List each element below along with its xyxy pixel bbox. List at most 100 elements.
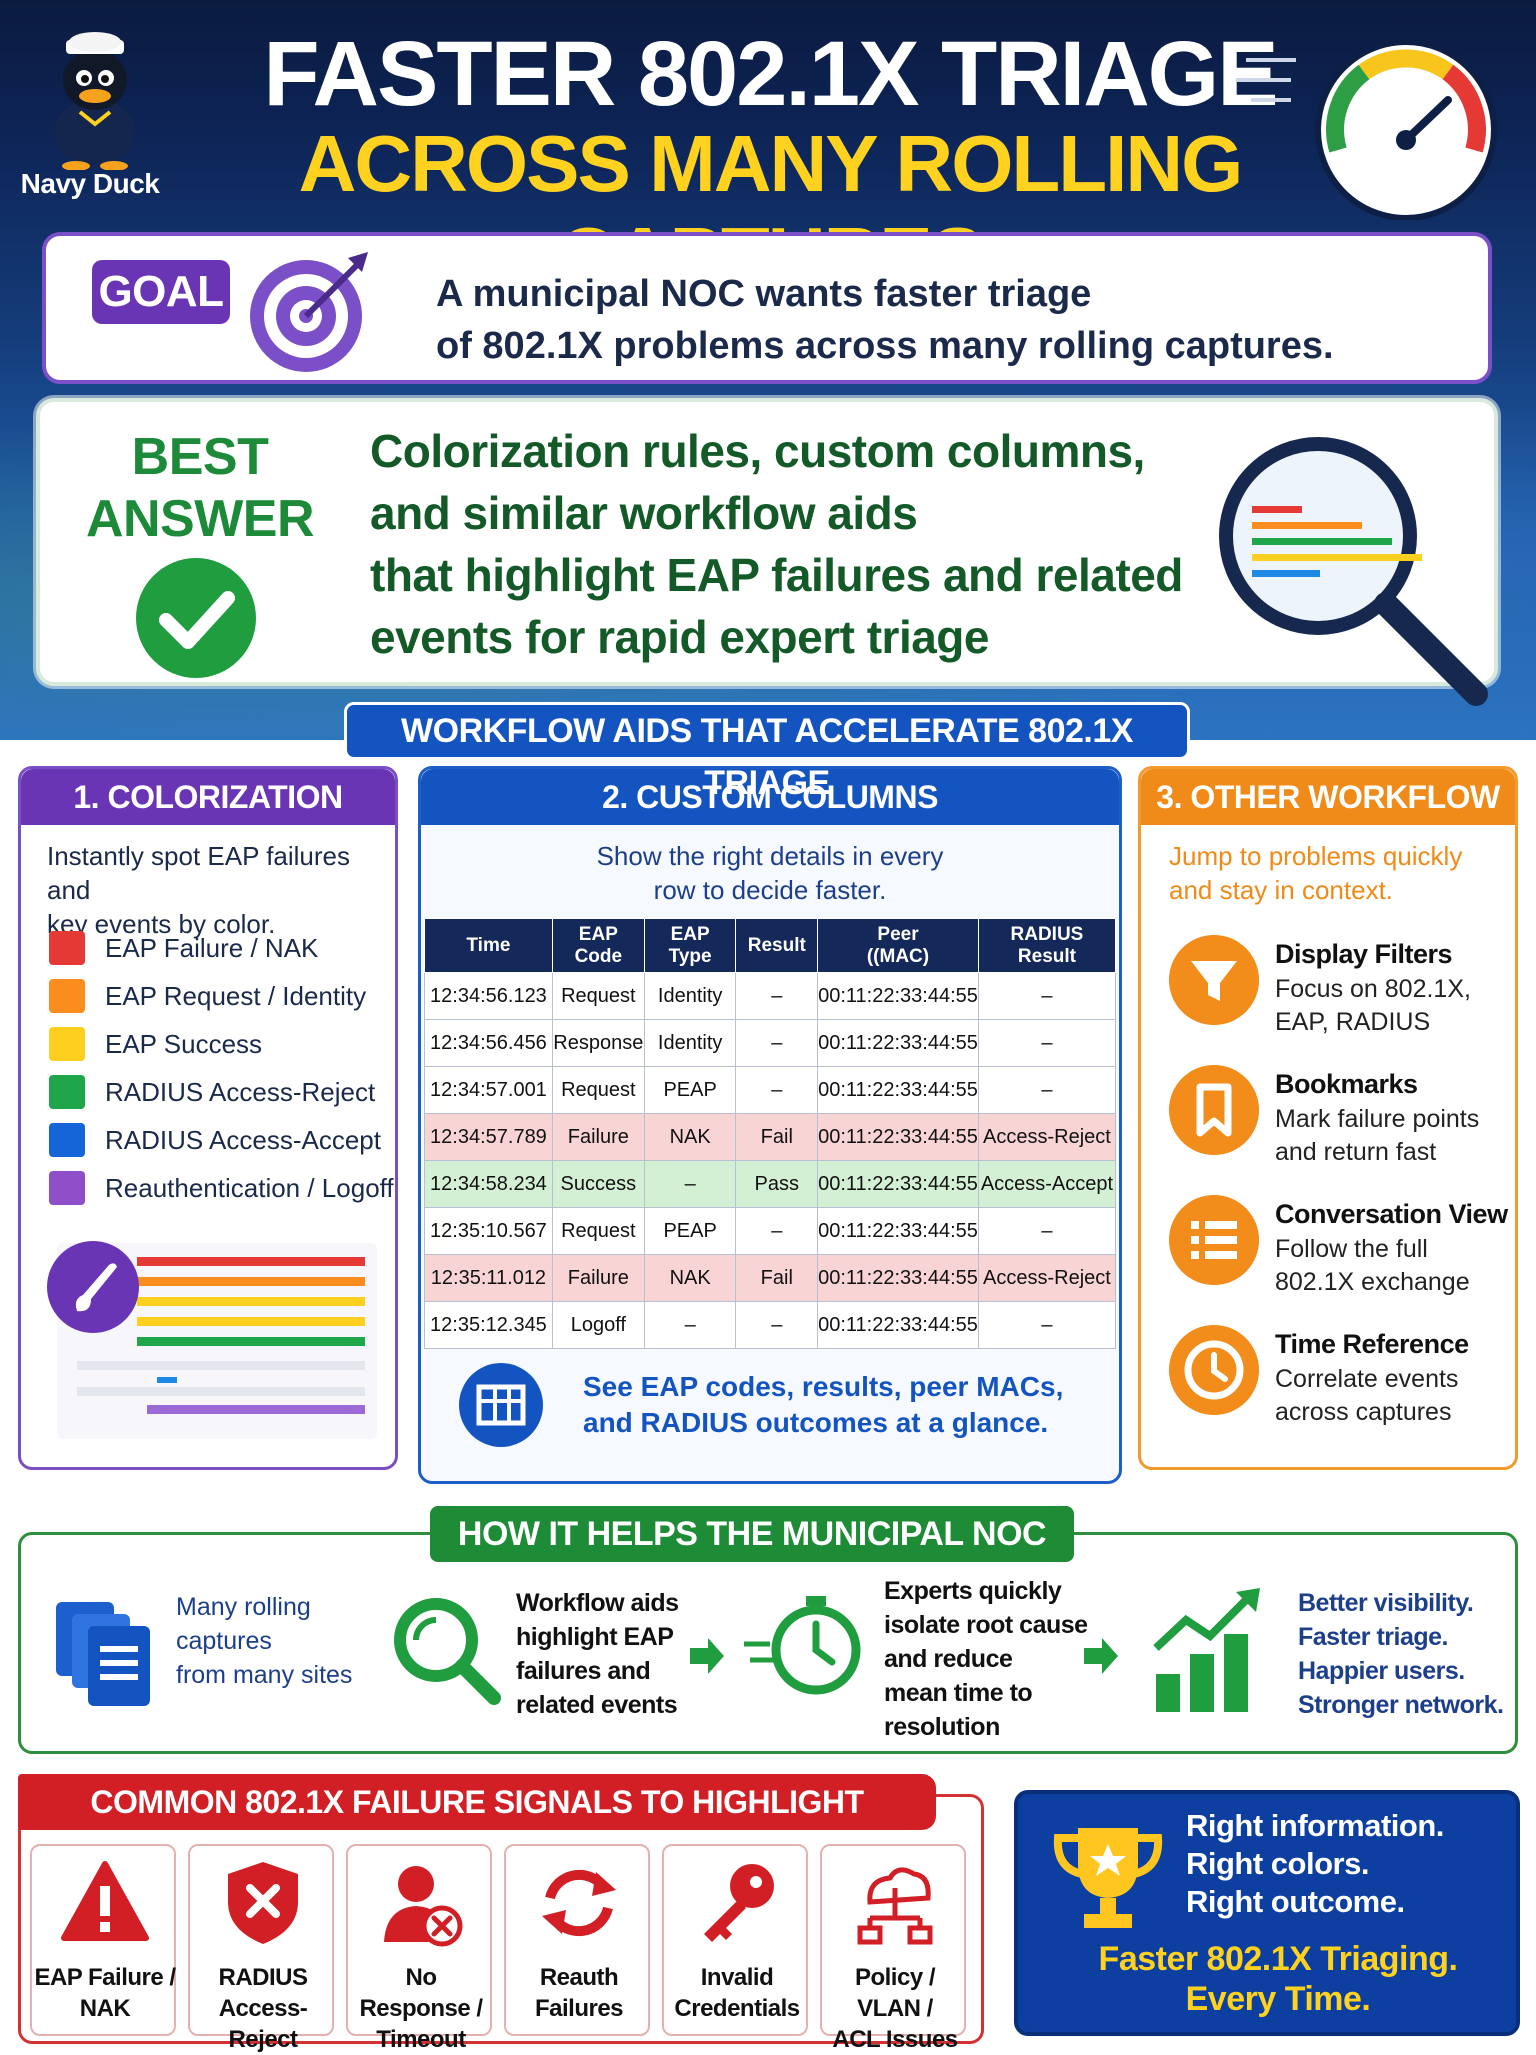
- custom-columns-table: Time EAP Code EAP Type Result Peer ((MAC…: [424, 918, 1117, 1349]
- best-answer-label-line: BEST: [131, 428, 269, 486]
- aid-title: Conversation View: [1275, 1199, 1508, 1229]
- table-row[interactable]: 12:34:56.456 Response Identity –00:11:22:33…: [424, 1019, 1117, 1067]
- failure-card-line: Reauth: [539, 1964, 619, 1991]
- table-cell: 12:35:11.012: [424, 1254, 553, 1302]
- helps-step-line: Many rolling: [176, 1593, 311, 1621]
- table-cell: –: [735, 1301, 819, 1349]
- failure-card-line: Access-Reject: [218, 1995, 308, 2053]
- column-header[interactable]: Time: [424, 918, 553, 973]
- table-row[interactable]: 12:35:10.567 Request PEAP –00:11:22:33:44:5…: [424, 1207, 1117, 1255]
- table-cell: 00:11:22:33:44:55: [817, 1254, 979, 1302]
- table-cell: Access-Accept: [977, 1160, 1117, 1208]
- table-cell: Success: [551, 1160, 645, 1208]
- aid-title: Time Reference: [1275, 1329, 1469, 1359]
- goal-panel: GOAL A municipal NOC wants faster triage…: [42, 232, 1492, 384]
- failure-card-credentials[interactable]: Invalid Credentials: [662, 1844, 808, 2036]
- helps-step-workflow: Workflow aids highlight EAP failures and re…: [516, 1586, 679, 1722]
- stopwatch-icon: [744, 1596, 861, 1695]
- helps-step-line: failures and: [516, 1657, 651, 1685]
- aid-title: Bookmarks: [1275, 1069, 1418, 1099]
- table-row[interactable]: 12:34:57.001 Request PEAP –00:11:22:33:44:5…: [424, 1066, 1117, 1114]
- color-swatch: [49, 979, 85, 1013]
- filter-icon: [1169, 935, 1259, 1025]
- column-header[interactable]: Peer ((MAC): [817, 918, 979, 973]
- table-cell: Fail: [735, 1113, 819, 1161]
- legend-label: Reauthentication / Logoff: [105, 1173, 394, 1203]
- network-icon: [857, 1867, 933, 1945]
- aid-description: Follow the full 802.1X exchange: [1275, 1233, 1515, 1299]
- helps-step-experts: Experts quickly isolate root cause and red…: [884, 1574, 1088, 1744]
- table-cell: –: [735, 1019, 819, 1067]
- table-cell: Access-Reject: [977, 1254, 1117, 1302]
- table-cell: –: [735, 1066, 819, 1114]
- helps-step-line: captures: [176, 1627, 272, 1655]
- helps-step-line: Workflow aids: [516, 1589, 679, 1617]
- aid-description-line: Mark failure points: [1275, 1105, 1480, 1133]
- table-cell: Fail: [735, 1254, 819, 1302]
- failure-card-reauth[interactable]: Reauth Failures: [504, 1844, 650, 2036]
- column-header[interactable]: EAP Code: [551, 918, 645, 973]
- aid-title: Display Filters: [1275, 939, 1453, 969]
- best-answer-panel: BEST ANSWER Colorization rules, custom c…: [36, 398, 1498, 706]
- other-aids-heading: 3. OTHER WORKFLOW AIDS: [1141, 769, 1515, 871]
- goal-text-line: of 802.1X problems across many rolling c…: [436, 325, 1334, 367]
- table-cell: 12:34:58.234: [424, 1160, 553, 1208]
- helps-step-line: Experts quickly: [884, 1577, 1062, 1605]
- custom-columns-footer-line: and RADIUS outcomes at a glance.: [583, 1407, 1049, 1438]
- table-cell: NAK: [643, 1254, 737, 1302]
- helps-step-line: resolution: [884, 1713, 1000, 1741]
- color-swatch: [49, 1027, 85, 1061]
- failure-card-line: NAK: [79, 1995, 131, 2022]
- failure-card-label: Policy / VLAN / ACL Issues: [822, 1962, 968, 2055]
- best-answer-line: and similar workflow aids: [370, 487, 918, 539]
- other-aids-intro-line: and stay in context.: [1169, 875, 1394, 905]
- table-cell: 00:11:22:33:44:55: [817, 1113, 979, 1161]
- table-cell: 00:11:22:33:44:55: [817, 972, 979, 1020]
- failure-card-policy[interactable]: Policy / VLAN / ACL Issues: [820, 1844, 966, 2053]
- helps-step-line: and reduce: [884, 1645, 1013, 1673]
- speedometer-icon: [1236, 39, 1497, 220]
- table-cell: –: [977, 1207, 1117, 1255]
- failure-card-radius[interactable]: RADIUS Access-Reject: [188, 1844, 334, 2053]
- arrow-right-icon: [690, 1638, 724, 1674]
- search-icon: [394, 1598, 501, 1705]
- helps-step-line: from many sites: [176, 1661, 353, 1689]
- colorization-rules-panel: 1. COLORIZATION RULES Instantly spot EAP…: [18, 766, 398, 1470]
- table-cell: Identity: [643, 1019, 737, 1067]
- table-cell: 00:11:22:33:44:55: [817, 1207, 979, 1255]
- table-cell: –: [643, 1301, 737, 1349]
- goal-text-line: A municipal NOC wants faster triage: [436, 273, 1092, 315]
- column-header[interactable]: EAP Type: [643, 918, 737, 973]
- table-row[interactable]: 12:34:57.789 Failure NAK Fail 00:11:22:33:44…: [424, 1113, 1117, 1161]
- failure-card-eap[interactable]: EAP Failure / NAK: [30, 1844, 176, 2036]
- colorization-heading: 1. COLORIZATION RULES: [21, 769, 395, 871]
- aid-description-line: Follow the full: [1275, 1235, 1428, 1263]
- column-header[interactable]: Result: [735, 918, 819, 973]
- table-row[interactable]: 12:35:11.012 Failure NAK Fail 00:11:22:33:44…: [424, 1254, 1117, 1302]
- failure-card-line: Timeout: [376, 2026, 466, 2053]
- warning-icon: [61, 1861, 149, 1941]
- failure-card-label: Invalid Credentials: [664, 1962, 810, 2024]
- custom-columns-footer-line: See EAP codes, results, peer MACs,: [583, 1371, 1064, 1402]
- shield-x-icon: [228, 1862, 298, 1944]
- failure-card-timeout[interactable]: No Response / Timeout: [346, 1844, 492, 2053]
- table-cell: Identity: [643, 972, 737, 1020]
- table-row[interactable]: 12:34:58.234 Success – Pass 00:11:22:33:44:5…: [424, 1160, 1117, 1208]
- best-answer-text: Colorization rules, custom columns, and …: [370, 420, 1270, 668]
- other-aids-intro: Jump to problems quickly and stay in con…: [1169, 839, 1462, 907]
- table-row[interactable]: 12:34:56.123 Request Identity –00:11:22:33:…: [424, 972, 1117, 1020]
- column-header[interactable]: RADIUS Result: [977, 918, 1117, 973]
- aid-description-line: and return fast: [1275, 1138, 1437, 1166]
- best-answer-line: Colorization rules, custom columns,: [370, 425, 1145, 477]
- table-row[interactable]: 12:35:12.345 Logoff – –00:11:22:33:44:55–: [424, 1301, 1117, 1349]
- table-header-row: Time EAP Code EAP Type Result Peer ((MAC…: [424, 918, 1117, 973]
- helps-step-captures: Many rolling captures from many sites: [176, 1590, 352, 1692]
- aid-description-line: across captures: [1275, 1398, 1452, 1426]
- table-cell: PEAP: [643, 1066, 737, 1114]
- clock-icon: [1169, 1325, 1259, 1415]
- goal-badge: GOAL: [92, 260, 230, 324]
- aid-description: Focus on 802.1X, EAP, RADIUS: [1275, 973, 1515, 1039]
- goal-text: A municipal NOC wants faster triage of 8…: [436, 268, 1456, 372]
- failure-card-line: Credentials: [674, 1995, 800, 2022]
- table-cell: Pass: [735, 1160, 819, 1208]
